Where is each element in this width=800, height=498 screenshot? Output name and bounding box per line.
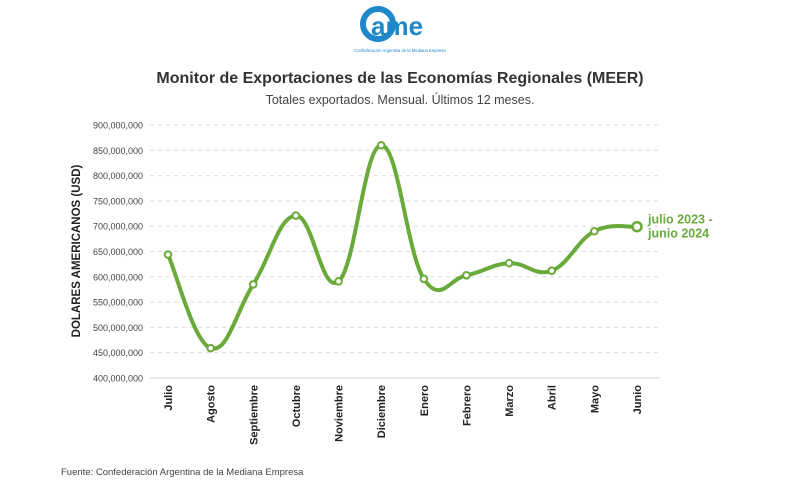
data-point	[504, 258, 514, 268]
x-tick-label: Marzo	[504, 385, 516, 417]
y-tick-label: 650,000,000	[93, 247, 143, 257]
data-point	[547, 266, 557, 276]
data-point	[163, 250, 173, 259]
chart-title: Monitor de Exportaciones de las Economía…	[156, 70, 644, 87]
y-tick-label: 800,000,000	[93, 171, 143, 181]
y-axis-label: DOLARES AMERICANOS (USD)	[71, 164, 83, 337]
y-tick-label: 750,000,000	[93, 196, 143, 206]
data-point	[419, 274, 429, 284]
y-tick-label: 500,000,000	[93, 323, 143, 333]
x-axis-ticks: Julio Agosto Septiembre Octubre Noviembre Dic…	[163, 385, 644, 445]
source-note: Fuente: Confederación Argentina de la Me…	[61, 467, 304, 478]
data-point	[334, 277, 343, 286]
x-tick-label: Septiembre	[248, 385, 260, 445]
series-label: julio 2023 -junio 2024	[647, 213, 713, 241]
x-tick-label: Enero	[419, 385, 431, 416]
x-tick-label: Julio	[163, 385, 175, 411]
x-tick-label: Junio	[632, 385, 644, 415]
chart-subtitle: Totales exportados. Mensual. Últimos 12 …	[265, 93, 535, 107]
data-point	[462, 270, 471, 280]
y-tick-label: 400,000,000	[93, 374, 143, 384]
data-point	[376, 140, 386, 150]
x-tick-label: Diciembre	[376, 385, 388, 438]
x-tick-label: Octubre	[291, 385, 303, 427]
logo-wordmark: ame	[371, 11, 423, 41]
y-tick-label: 900,000,000	[93, 121, 143, 131]
data-point	[631, 220, 643, 233]
y-tick-label: 550,000,000	[93, 298, 143, 308]
y-tick-label: 450,000,000	[93, 348, 143, 358]
y-tick-label: 600,000,000	[93, 272, 143, 282]
y-tick-label: 700,000,000	[93, 222, 143, 232]
x-tick-label: Mayo	[589, 385, 601, 413]
x-tick-label: Noviembre	[334, 385, 346, 442]
x-tick-label: Abril	[547, 385, 559, 410]
series-label-line: junio 2024	[647, 227, 709, 241]
y-tick-label: 850,000,000	[93, 146, 143, 156]
x-tick-label: Febrero	[461, 385, 473, 426]
logo-tagline: Confederación Argentina de la Mediana Em…	[354, 48, 446, 53]
data-point	[248, 280, 258, 289]
data-point	[590, 226, 599, 236]
data-point	[291, 211, 301, 220]
data-point	[206, 343, 215, 353]
series-label-line: julio 2023 -	[647, 213, 713, 227]
x-tick-label: Agosto	[206, 385, 218, 423]
series-points	[163, 140, 643, 353]
came-logo: ame Confederación Argentina de la Median…	[354, 6, 446, 53]
y-axis-ticks: 400,000,000 450,000,000 500,000,000 550,000…	[93, 121, 143, 384]
